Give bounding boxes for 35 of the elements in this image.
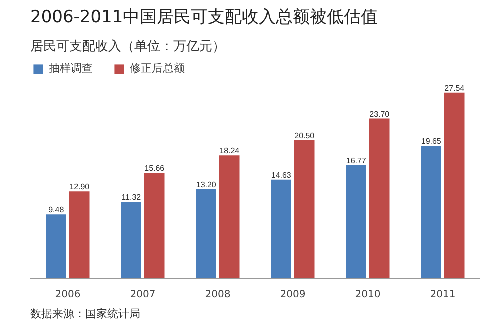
x-tick-label: 2006: [55, 290, 81, 300]
data-label: 19.65: [421, 137, 442, 146]
legend-label: 修正后总额: [130, 61, 185, 76]
bar: [421, 146, 442, 278]
bar: [346, 165, 366, 278]
legend-label: 抽样调查: [49, 61, 93, 76]
bar: [196, 190, 216, 278]
chart-title: 2006-2011中国居民可支配收入总额被低估值: [30, 8, 378, 28]
x-tick-label: 2008: [205, 290, 231, 300]
data-label: 23.70: [370, 110, 390, 119]
bar: [121, 202, 142, 278]
bar: [144, 172, 165, 278]
bar: [70, 192, 90, 278]
bar: [294, 140, 315, 278]
chart-subtitle: 居民可支配收入（单位：万亿元）: [30, 40, 226, 54]
data-label: 9.48: [48, 206, 65, 215]
x-tick-label: 2010: [355, 290, 381, 300]
bar: [370, 118, 390, 278]
data-label: 14.63: [271, 170, 292, 180]
data-label: 16.77: [346, 156, 367, 166]
data-label: 15.66: [144, 164, 166, 173]
data-label: 13.20: [196, 180, 217, 190]
data-label: 20.50: [294, 131, 316, 140]
bar: [46, 214, 66, 278]
source-note: 数据来源：国家统计局: [30, 308, 140, 320]
data-label: 12.90: [70, 182, 90, 192]
bar: [271, 180, 292, 278]
bar: [220, 156, 240, 278]
data-label: 27.54: [444, 84, 466, 93]
x-tick-label: 2011: [430, 290, 456, 300]
x-tick-label: 2009: [280, 290, 306, 300]
x-tick-label: 2007: [130, 290, 156, 300]
data-label: 11.32: [122, 193, 142, 202]
bar: [444, 92, 465, 278]
data-label: 18.24: [220, 146, 240, 156]
